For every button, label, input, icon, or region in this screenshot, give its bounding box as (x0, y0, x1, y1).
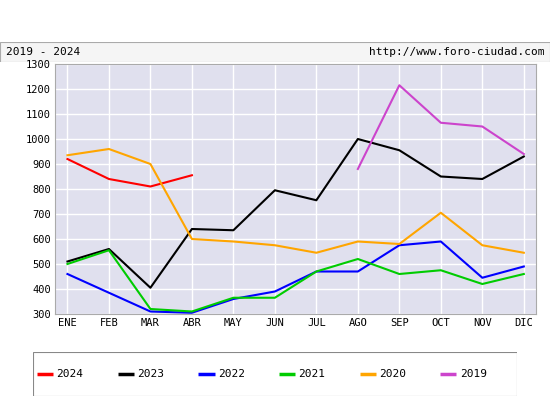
2019 (520, 152, 527, 156)
2023 (106, 246, 112, 252)
2024 (189, 173, 195, 178)
2023 (479, 177, 486, 182)
2022 (64, 272, 71, 276)
2022 (189, 310, 195, 315)
2023 (64, 259, 71, 264)
2022 (396, 243, 403, 248)
2020 (520, 250, 527, 255)
2022 (106, 290, 112, 295)
2019 (396, 83, 403, 88)
2021 (520, 272, 527, 276)
2020 (355, 239, 361, 244)
2022 (147, 309, 153, 314)
2022 (272, 289, 278, 294)
2021 (147, 306, 153, 311)
2024 (147, 184, 153, 189)
2019 (438, 120, 444, 125)
Text: 2021: 2021 (299, 369, 326, 379)
Line: 2020: 2020 (68, 149, 524, 253)
2022 (355, 269, 361, 274)
2020 (147, 162, 153, 166)
Text: Evolucion Nº Turistas Nacionales en el municipio de Sant Antoni de Vilamajor: Evolucion Nº Turistas Nacionales en el m… (34, 14, 516, 28)
2020 (106, 146, 112, 151)
2022 (520, 264, 527, 269)
2023 (147, 285, 153, 290)
Text: 2024: 2024 (57, 369, 84, 379)
Text: 2020: 2020 (379, 369, 406, 379)
2022 (230, 297, 236, 302)
2020 (313, 250, 320, 255)
Text: 2019: 2019 (460, 369, 487, 379)
Line: 2021: 2021 (68, 250, 524, 312)
2020 (230, 239, 236, 244)
2021 (106, 248, 112, 253)
2021 (272, 295, 278, 300)
Line: 2024: 2024 (68, 159, 192, 186)
2021 (230, 295, 236, 300)
2024 (64, 156, 71, 161)
2020 (64, 153, 71, 158)
Line: 2022: 2022 (68, 242, 524, 313)
2021 (396, 272, 403, 276)
Text: http://www.foro-ciudad.com: http://www.foro-ciudad.com (369, 47, 544, 57)
2023 (189, 226, 195, 231)
2023 (438, 174, 444, 179)
2023 (520, 154, 527, 159)
2021 (64, 262, 71, 266)
2020 (438, 210, 444, 215)
2022 (438, 239, 444, 244)
2020 (189, 236, 195, 241)
2019 (355, 166, 361, 171)
2021 (189, 309, 195, 314)
Line: 2023: 2023 (68, 139, 524, 288)
2023 (396, 148, 403, 153)
2023 (355, 137, 361, 142)
Text: 2019 - 2024: 2019 - 2024 (6, 47, 80, 57)
2022 (479, 275, 486, 280)
2022 (313, 269, 320, 274)
2020 (272, 243, 278, 248)
2021 (438, 268, 444, 273)
2019 (479, 124, 486, 129)
2023 (230, 228, 236, 233)
2021 (313, 269, 320, 274)
2020 (396, 242, 403, 246)
Text: 2023: 2023 (137, 369, 164, 379)
2023 (272, 188, 278, 193)
2021 (355, 257, 361, 262)
2024 (106, 177, 112, 182)
2021 (479, 282, 486, 286)
Line: 2019: 2019 (358, 85, 524, 169)
Text: 2022: 2022 (218, 369, 245, 379)
2023 (313, 198, 320, 203)
2020 (479, 243, 486, 248)
